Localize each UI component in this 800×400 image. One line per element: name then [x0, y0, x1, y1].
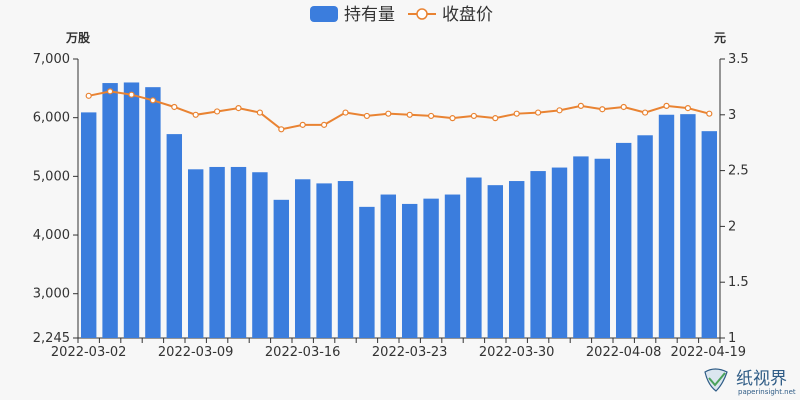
legend[interactable]: 持有量 收盘价 [310, 5, 493, 25]
watermark-url: paperinsight.net [738, 388, 796, 396]
right-y-tick-label: 1 [728, 331, 736, 346]
paperinsight-logo-icon [704, 368, 728, 392]
point-close-price[interactable] [342, 109, 349, 116]
bar-holdings[interactable] [187, 169, 204, 338]
left-y-tick-label: 4,000 [33, 228, 70, 243]
point-close-price[interactable] [192, 111, 199, 118]
bar-holdings[interactable] [145, 87, 161, 339]
point-close-price[interactable] [214, 108, 221, 115]
x-tick-label: 2022-03-02 [51, 345, 127, 360]
axes: 2,245 3,000 4,000 5,000 6,000 7,000 万股 1 1.5 2 2.5… [33, 30, 749, 360]
bar-holdings[interactable] [615, 142, 632, 338]
right-y-tick-label: 2.5 [728, 164, 749, 179]
x-tick-label: 2022-03-16 [265, 345, 341, 360]
left-y-tick-label: 7,000 [33, 52, 70, 67]
bar-holdings[interactable] [102, 83, 118, 338]
bar-holdings[interactable] [252, 172, 268, 338]
line-close-price-path [88, 90, 710, 131]
bar-holdings[interactable] [658, 114, 675, 338]
bar-holdings[interactable] [80, 112, 97, 339]
point-close-price[interactable] [599, 106, 606, 113]
bar-holdings[interactable] [273, 199, 290, 338]
bar-holdings[interactable] [573, 156, 589, 338]
legend-label-holdings: 持有量 [344, 5, 395, 25]
bar-holdings[interactable] [209, 166, 225, 338]
point-close-price[interactable] [641, 109, 649, 116]
point-close-price[interactable] [299, 121, 306, 128]
legend-item-holdings[interactable]: 持有量 [310, 5, 395, 25]
bar-holdings[interactable] [359, 206, 375, 338]
point-close-price[interactable] [556, 107, 563, 114]
right-y-tick-label: 2 [728, 219, 736, 234]
legend-swatch-marker [416, 8, 428, 20]
bar-holdings[interactable] [123, 82, 140, 338]
bar-holdings[interactable] [444, 194, 461, 338]
bar-holdings[interactable] [594, 158, 611, 338]
x-tick-label: 2022-03-30 [479, 345, 555, 360]
left-y-tick-label: 3,000 [33, 287, 70, 302]
bar-holdings[interactable] [337, 181, 354, 338]
point-close-price[interactable] [321, 121, 328, 128]
bar-holdings[interactable] [166, 134, 183, 338]
point-close-price[interactable] [663, 102, 670, 109]
right-y-tick-label: 3 [728, 108, 736, 123]
bar-holdings[interactable] [230, 166, 247, 338]
legend-label-close-price: 收盘价 [442, 5, 493, 25]
point-close-price[interactable] [513, 110, 520, 117]
bar-holdings[interactable] [380, 194, 397, 338]
bar-holdings[interactable] [316, 183, 332, 338]
bar-holdings[interactable] [637, 135, 653, 338]
bar-holdings[interactable] [680, 114, 696, 338]
point-close-price[interactable] [620, 103, 627, 111]
point-close-price[interactable] [149, 97, 156, 104]
left-y-unit: 万股 [65, 30, 91, 45]
point-close-price[interactable] [256, 109, 263, 116]
point-close-price[interactable] [235, 105, 242, 112]
bar-holdings[interactable] [508, 181, 525, 338]
bar-holdings[interactable] [423, 198, 439, 338]
point-close-price[interactable] [492, 115, 499, 122]
legend-item-close-price[interactable]: 收盘价 [408, 5, 493, 25]
point-close-price[interactable] [470, 112, 477, 120]
x-tick-label: 2022-03-09 [158, 345, 234, 360]
x-tick-label: 2022-04-19 [670, 345, 746, 360]
bar-series-holdings[interactable] [80, 82, 718, 339]
line-series-close-price[interactable] [85, 88, 713, 133]
bar-holdings[interactable] [294, 179, 311, 338]
bar-holdings[interactable] [551, 167, 568, 338]
right-y-unit: 元 [714, 31, 726, 45]
point-close-price[interactable] [406, 111, 413, 118]
legend-swatch-bar [310, 6, 338, 22]
bar-holdings[interactable] [701, 131, 718, 338]
point-close-price[interactable] [449, 115, 456, 122]
left-y-tick-label: 5,000 [33, 169, 70, 184]
right-y-tick-label: 1.5 [728, 275, 749, 290]
bar-holdings[interactable] [466, 177, 482, 338]
point-close-price[interactable] [106, 88, 114, 95]
bar-holdings[interactable] [487, 185, 504, 338]
point-close-price[interactable] [171, 103, 178, 111]
point-close-price[interactable] [577, 102, 585, 109]
left-y-tick-label: 2,245 [33, 331, 70, 346]
point-close-price[interactable] [706, 110, 713, 117]
point-close-price[interactable] [85, 92, 92, 99]
x-tick-label: 2022-04-08 [586, 345, 662, 360]
right-y-tick-label: 3.5 [728, 52, 749, 67]
point-close-price[interactable] [128, 91, 135, 98]
point-close-price[interactable] [534, 109, 542, 116]
x-tick-label: 2022-03-23 [372, 345, 448, 360]
watermark-brand: 纸视界 [736, 369, 787, 389]
bar-holdings[interactable] [401, 203, 418, 338]
point-close-price[interactable] [363, 112, 370, 120]
point-close-price[interactable] [278, 126, 285, 133]
bar-holdings[interactable] [530, 171, 546, 338]
point-close-price[interactable] [684, 105, 692, 112]
left-y-tick-label: 6,000 [33, 111, 70, 126]
point-close-price[interactable] [428, 112, 435, 120]
point-close-price[interactable] [385, 110, 392, 117]
